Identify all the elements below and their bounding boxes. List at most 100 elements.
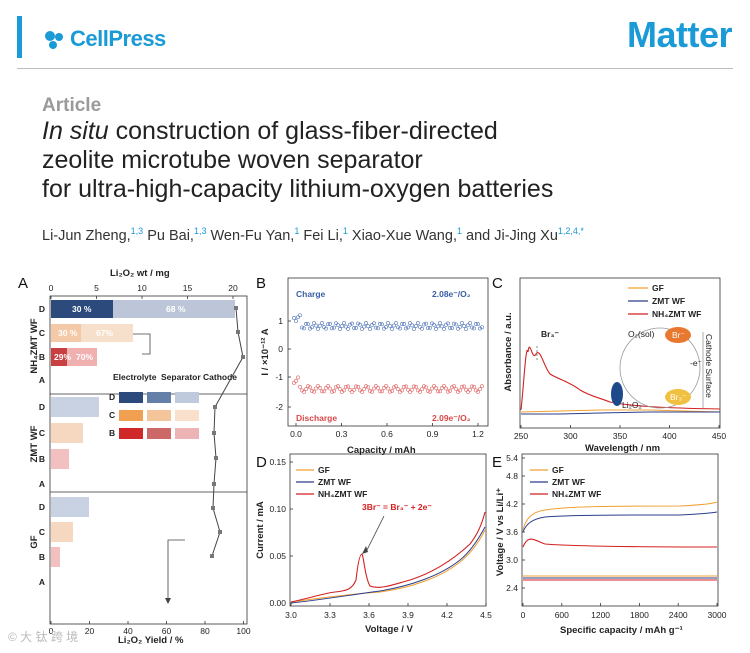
tick-label: 400 xyxy=(662,431,676,441)
charge-point xyxy=(392,323,396,328)
group-label-gf: GF xyxy=(29,535,40,548)
discharge-point xyxy=(442,384,446,388)
row-label: D xyxy=(39,402,45,412)
article-type: Article xyxy=(42,95,102,116)
discharge-point xyxy=(448,389,452,393)
discharge-point xyxy=(308,385,312,390)
svg-text:D: D xyxy=(256,454,267,471)
discharge-point xyxy=(394,384,398,389)
author-name[interactable]: Xiao-Xue Wang, xyxy=(347,227,457,244)
row-label: C xyxy=(39,328,45,338)
charge-point xyxy=(470,325,474,330)
discharge-point xyxy=(406,387,410,392)
svg-text:NH₄ZMT WF: NH₄ZMT WF xyxy=(552,489,601,499)
discharge-point xyxy=(348,387,352,392)
tick-label: 3.9 xyxy=(402,610,414,620)
bar-text-30a: 30 % xyxy=(72,304,92,314)
discharge-point xyxy=(374,384,378,388)
svg-text:D: D xyxy=(109,392,115,402)
cellpress-logo[interactable]: CellPress xyxy=(42,26,166,52)
tick-label: 0 xyxy=(278,344,283,354)
discharge-point xyxy=(310,389,314,393)
tick-label: 600 xyxy=(555,610,569,620)
tick-label: 1.2 xyxy=(472,429,484,439)
bar-nh4-b-dark xyxy=(51,348,67,366)
charge-point xyxy=(380,322,384,327)
author-name[interactable]: Wen-Fu Yan, xyxy=(206,227,295,244)
discharge-point xyxy=(332,389,336,393)
discharge-point xyxy=(462,384,466,389)
charge-point xyxy=(384,325,388,329)
svg-text:Voltage / V: Voltage / V xyxy=(365,624,414,635)
discharge-point xyxy=(480,384,484,389)
charge-point xyxy=(312,321,316,326)
bar-gf-d xyxy=(51,497,89,517)
charge-point xyxy=(320,321,324,325)
charge-point xyxy=(388,323,392,328)
tick-label: 0 xyxy=(49,283,54,293)
discharge-value: 2.09e⁻/O₂ xyxy=(432,413,471,423)
discharge-point xyxy=(326,384,330,388)
tick-label: 5 xyxy=(94,283,99,293)
bar-nh4-d-dark xyxy=(51,300,113,318)
tick-label: 0 xyxy=(521,610,526,620)
tick-label: 4.8 xyxy=(506,471,518,481)
charge-point xyxy=(426,326,430,331)
tick-label: 3.0 xyxy=(285,610,297,620)
panel-c: C Absorbance / a.u. Wavelength / nm 250 3… xyxy=(492,275,726,454)
discharge-point xyxy=(424,385,428,390)
discharge-point xyxy=(396,387,400,392)
tick-label: 3.0 xyxy=(506,555,518,565)
discharge-point xyxy=(432,384,436,388)
panel-c-legend: GF ZMT WF NH₄ZMT WF xyxy=(628,283,701,319)
bar-gf-c xyxy=(51,522,73,542)
svg-text:Br₃⁻: Br₃⁻ xyxy=(670,392,687,402)
author-affiliation[interactable]: 1 xyxy=(456,226,462,236)
svg-text:Specific capacity / mAh g⁻¹: Specific capacity / mAh g⁻¹ xyxy=(560,625,683,636)
charge-point xyxy=(474,322,478,326)
charge-point xyxy=(368,327,372,331)
discharge-point xyxy=(418,390,422,394)
charge-point xyxy=(460,321,464,325)
author-affiliation[interactable]: 1,3 xyxy=(130,226,144,236)
author-affiliation[interactable]: 1 xyxy=(294,226,300,236)
group-label-nh4zmt: NH₄ZMT WF xyxy=(29,318,40,373)
panel-a-top-ticks: 0 5 10 15 20 xyxy=(49,283,238,299)
author-affiliation[interactable]: 1,3 xyxy=(193,226,207,236)
charge-point xyxy=(414,324,418,328)
charge-point xyxy=(304,322,308,326)
author-name[interactable]: Fei Li, xyxy=(299,227,343,244)
row-label: D xyxy=(39,502,45,512)
discharge-point xyxy=(430,386,434,391)
author-name[interactable]: Pu Bai, xyxy=(143,227,194,244)
charge-point xyxy=(344,324,348,329)
discharge-point xyxy=(386,386,390,391)
discharge-point xyxy=(370,389,374,394)
bar-zmt-c xyxy=(51,423,83,443)
author-affiliation[interactable]: 1,2,4,* xyxy=(557,226,584,236)
charge-point xyxy=(454,322,458,327)
author-name[interactable]: Li-Jun Zheng, xyxy=(42,227,131,244)
tick-label: 0 xyxy=(49,626,54,636)
svg-text:Cathode: Cathode xyxy=(203,372,237,382)
panel-a-rows: D C B A D C B A D C B A xyxy=(39,304,45,587)
svg-text:Br⁻: Br⁻ xyxy=(672,330,686,340)
charge-point xyxy=(370,323,374,327)
discharge-point xyxy=(328,386,332,391)
discharge-point xyxy=(316,384,320,388)
author-affiliation[interactable]: 1 xyxy=(342,226,348,236)
discharge-point xyxy=(454,387,458,392)
discharge-point xyxy=(458,388,462,393)
tick-label: 10 xyxy=(137,283,147,293)
charge-point xyxy=(400,322,404,326)
charge-point xyxy=(372,321,376,326)
panel-e: E Voltage / V vs Li/Li⁺ Specific capacit… xyxy=(492,453,727,636)
charge-point xyxy=(338,327,342,331)
journal-name[interactable]: Matter xyxy=(626,14,733,55)
tick-label: 4.2 xyxy=(441,610,453,620)
author-name[interactable]: and Ji-Jing Xu xyxy=(461,227,558,244)
svg-text:ZMT WF: ZMT WF xyxy=(652,296,685,306)
discharge-point xyxy=(472,384,476,389)
row-label: A xyxy=(39,375,45,385)
discharge-point xyxy=(324,385,328,390)
